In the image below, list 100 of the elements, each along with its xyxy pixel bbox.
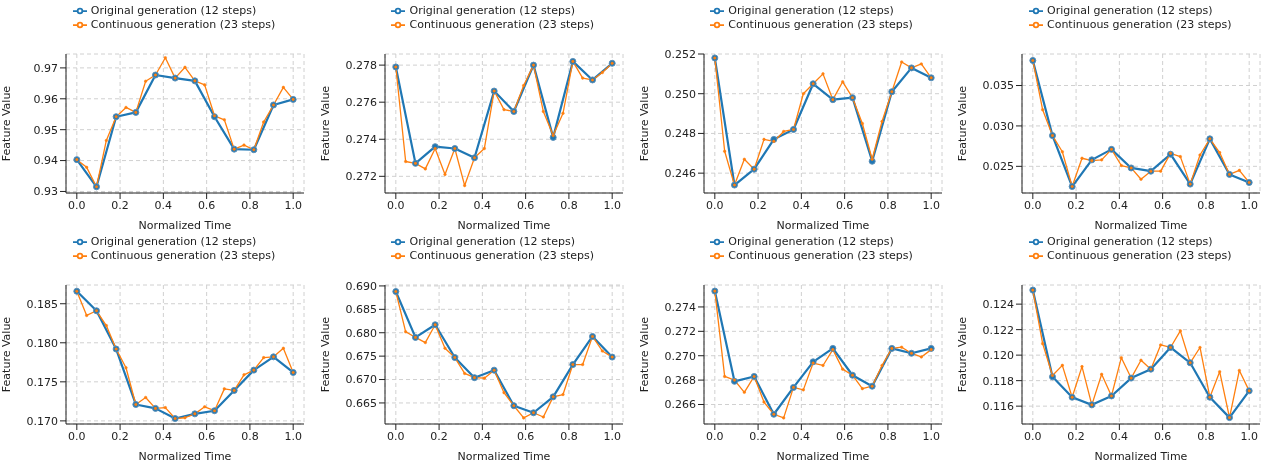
y-tick-label: 0.116 [982,400,1015,414]
x-tick-label: 0.0 [705,198,724,212]
y-tick-label: 0.96 [33,92,58,106]
x-tick-label: 0.8 [559,429,578,443]
y-tick-label: 0.175 [26,375,58,389]
x-tick-label: 0.4 [1110,198,1129,212]
x-tick-label: 0.0 [386,198,405,212]
legend-label: Original generation (12 steps) [1046,235,1213,248]
y-tick-label: 0.690 [345,279,377,293]
y-tick-label: 0.665 [345,396,377,410]
y-axis-title: Feature Value [0,316,13,393]
y-tick-label: 0.276 [345,96,377,110]
x-axis-title: Normalized Time [1094,219,1188,232]
x-axis-title: Normalized Time [138,450,232,462]
y-tick-label: 0.185 [26,297,58,311]
x-tick-label: 0.6 [1154,429,1172,443]
x-tick-label: 1.0 [921,198,940,212]
x-tick-label: 0.0 [68,429,86,443]
y-tick-label: 0.270 [664,349,696,363]
x-tick-label: 0.4 [1110,429,1129,443]
x-tick-label: 0.4 [792,429,810,443]
y-tick-label: 0.025 [982,160,1015,174]
x-tick-label: 0.0 [705,429,724,443]
legend-label: Original generation (12 steps) [728,4,894,17]
x-tick-label: 1.0 [284,429,302,443]
x-tick-label: 0.8 [241,198,259,212]
y-tick-label: 0.122 [982,323,1015,337]
x-tick-label: 0.2 [111,198,129,212]
y-tick-label: 0.685 [345,303,377,317]
y-axis-title: Feature Value [318,85,332,162]
x-tick-label: 0.6 [197,198,216,212]
y-tick-label: 0.97 [33,61,58,75]
y-tick-label: 0.030 [982,119,1015,133]
y-tick-label: 0.268 [664,374,696,388]
y-axis-title: Feature Value [318,316,332,393]
x-axis-title: Normalized Time [457,450,551,462]
y-tick-label: 0.266 [664,398,696,412]
legend-label: Continuous generation (23 steps) [409,18,595,31]
y-tick-label: 0.180 [26,336,58,350]
y-tick-label: 0.675 [345,350,377,364]
x-tick-label: 0.4 [792,198,810,212]
x-axis-title: Normalized Time [457,219,551,232]
x-tick-label: 0.2 [430,429,448,443]
x-tick-label: 1.0 [1240,198,1259,212]
x-tick-label: 1.0 [921,429,940,443]
x-tick-label: 0.6 [516,429,535,443]
x-tick-label: 0.4 [154,198,173,212]
x-tick-label: 0.0 [68,198,86,212]
x-tick-label: 0.2 [748,198,767,212]
x-tick-label: 0.8 [878,429,897,443]
x-tick-label: 0.6 [1154,198,1172,212]
y-tick-label: 0.274 [345,133,377,147]
y-tick-label: 0.035 [982,79,1015,93]
y-tick-label: 0.272 [664,325,696,339]
x-tick-label: 0.0 [386,429,405,443]
legend-label: Original generation (12 steps) [90,4,257,17]
legend-label: Original generation (12 steps) [728,235,894,248]
y-tick-label: 0.670 [345,373,377,387]
legend-label: Continuous generation (23 steps) [728,18,913,31]
x-tick-label: 0.4 [473,198,491,212]
y-tick-label: 0.120 [982,349,1015,363]
y-tick-label: 0.94 [33,154,58,168]
x-tick-label: 0.2 [1067,429,1086,443]
x-tick-label: 0.8 [559,198,578,212]
x-tick-label: 0.0 [1024,198,1042,212]
y-axis-title: Feature Value [637,85,651,162]
x-tick-label: 1.0 [603,429,621,443]
y-tick-label: 0.680 [345,326,377,340]
legend-label: Continuous generation (23 steps) [409,249,595,262]
y-axis-title: Feature Value [956,316,970,393]
x-tick-label: 0.8 [878,198,897,212]
x-axis-title: Normalized Time [1094,450,1188,462]
y-tick-label: 0.93 [33,185,58,199]
x-tick-label: 1.0 [284,198,302,212]
x-tick-label: 0.0 [1024,429,1042,443]
x-tick-label: 0.2 [748,429,767,443]
y-tick-label: 0.278 [345,59,377,73]
y-tick-label: 0.170 [26,414,58,428]
x-tick-label: 0.2 [111,429,129,443]
legend-label: Continuous generation (23 steps) [90,249,276,262]
x-tick-label: 0.4 [473,429,491,443]
legend-label: Continuous generation (23 steps) [728,249,913,262]
y-tick-label: 0.246 [664,167,696,181]
y-tick-label: 0.252 [664,47,696,61]
y-tick-label: 0.124 [982,298,1015,312]
x-tick-label: 0.6 [835,429,853,443]
x-tick-label: 0.6 [516,198,535,212]
legend-label: Original generation (12 steps) [409,235,575,248]
legend-label: Original generation (12 steps) [1046,4,1213,17]
y-tick-label: 0.272 [345,170,377,184]
x-tick-label: 0.4 [154,429,173,443]
x-tick-label: 1.0 [603,198,621,212]
x-tick-label: 0.2 [430,198,448,212]
x-tick-label: 1.0 [1240,429,1259,443]
x-axis-title: Normalized Time [776,219,870,232]
x-tick-label: 0.8 [1197,198,1215,212]
x-tick-label: 0.6 [197,429,216,443]
x-tick-label: 0.8 [1197,429,1215,443]
y-tick-label: 0.250 [664,87,696,101]
legend-label: Original generation (12 steps) [90,235,257,248]
